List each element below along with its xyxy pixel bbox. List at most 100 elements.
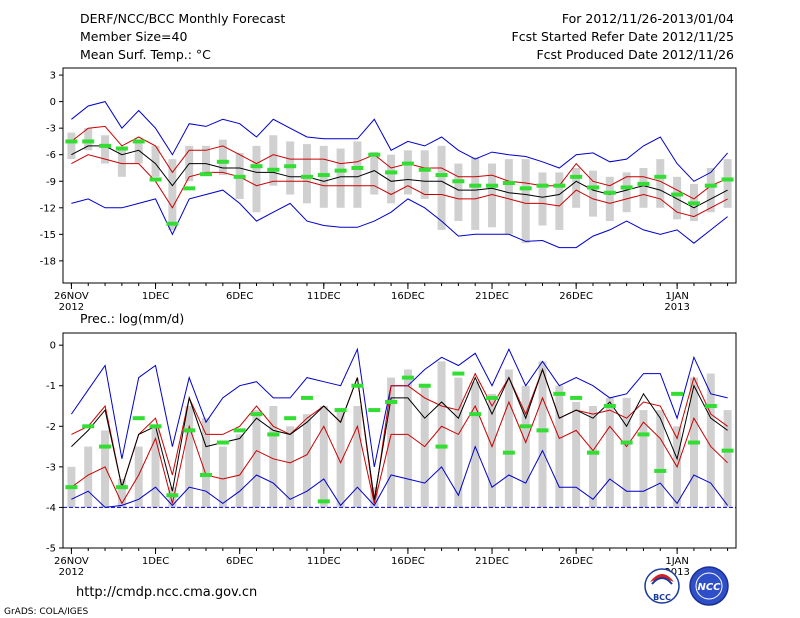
temp-xtick-label: 11DEC [307, 291, 341, 302]
prec-year-label: 2013 [664, 567, 689, 578]
temp-range-box [673, 176, 682, 220]
prec-observed-mark [452, 371, 465, 376]
prec-range-box [471, 381, 480, 508]
temp-observed-mark [603, 190, 616, 195]
temp-ytick-label: -15 [40, 230, 56, 241]
temp-observed-mark [183, 186, 196, 191]
prec-year-label: 2012 [59, 567, 84, 578]
temp-range-box [471, 157, 480, 230]
prec-range-box [252, 410, 261, 508]
temp-observed-mark [284, 164, 297, 169]
prec-observed-mark [250, 412, 263, 417]
bcc-logo: BCC [644, 568, 680, 604]
precip-chart-title: Prec.: log(mm/d) [80, 311, 184, 326]
prec-observed-mark [536, 428, 549, 433]
temp-ytick-label: -12 [40, 203, 56, 214]
prec-range-box [454, 377, 463, 508]
prec-range-box [151, 426, 160, 508]
prec-observed-mark [132, 416, 145, 421]
prec-line-lower [71, 396, 728, 505]
temp-observed-mark [216, 159, 229, 164]
temp-range-box [269, 135, 278, 186]
temp-observed-mark [570, 174, 583, 179]
prec-xtick-label: 16DEC [391, 556, 425, 567]
temp-range-box [202, 145, 211, 173]
prec-line-min [71, 445, 728, 508]
temp-observed-mark [671, 192, 684, 197]
prec-observed-mark [654, 468, 667, 473]
temp-observed-mark [418, 167, 431, 172]
temp-observed-mark [132, 139, 145, 144]
temp-observed-mark [200, 172, 213, 177]
prec-xtick-label: 1DEC [142, 556, 169, 567]
prec-range-box [538, 361, 547, 508]
temp-observed-mark [586, 185, 599, 190]
temp-range-box [67, 132, 76, 160]
prec-observed-mark [553, 391, 566, 396]
temp-range-box [101, 135, 110, 164]
prec-xtick-label: 11DEC [307, 556, 341, 567]
temp-range-box [387, 154, 396, 204]
temp-observed-mark [317, 173, 330, 178]
temp-ytick-label: 0 [50, 97, 56, 108]
prec-range-box [269, 406, 278, 508]
temp-ytick-label: -6 [46, 150, 56, 161]
prec-observed-mark [385, 399, 398, 404]
prec-range-box [521, 385, 530, 508]
prec-observed-mark [65, 485, 78, 490]
prec-observed-mark [99, 444, 112, 449]
ncc-logo: NCC [689, 566, 729, 606]
temp-range-box [538, 172, 547, 226]
temp-observed-mark [267, 167, 280, 172]
temp-range-box [151, 145, 160, 177]
temp-range-box [622, 172, 631, 213]
temp-range-box [218, 139, 227, 176]
temperature-chart: 3 0 -3 -6 -9 -12 -15 -18 26NOV 1DEC 6DEC 11DEC 16DEC… [40, 67, 737, 313]
temp-observed-mark [82, 139, 95, 144]
prec-observed-mark [200, 472, 213, 477]
temp-observed-mark [368, 152, 381, 157]
prec-observed-mark [267, 432, 280, 437]
temp-observed-mark [166, 221, 179, 226]
grads-credit: GrADS: COLA/IGES [4, 607, 88, 617]
prec-observed-mark [586, 450, 599, 455]
temp-observed-mark [637, 181, 650, 186]
prec-observed-mark [570, 395, 583, 400]
temp-observed-mark [654, 174, 667, 179]
source-url[interactable]: http://cmdp.ncc.cma.gov.cn [76, 585, 257, 600]
precipitation-observed [65, 371, 734, 504]
temp-line-min [71, 189, 728, 249]
prec-ytick-label: -4 [46, 503, 56, 514]
prec-line-mean [71, 367, 728, 500]
prec-observed-mark [469, 412, 482, 417]
temp-xtick-label: 26DEC [559, 291, 593, 302]
prec-range-box [403, 369, 412, 508]
temp-observed-mark [300, 174, 313, 179]
prec-observed-mark [300, 395, 313, 400]
prec-observed-mark [351, 383, 364, 388]
prec-range-box [639, 410, 648, 508]
temp-line-max [71, 101, 728, 182]
prec-observed-mark [637, 432, 650, 437]
temp-ytick-label: -9 [46, 177, 56, 188]
prec-range-box [656, 410, 665, 508]
prec-range-box [437, 361, 446, 508]
prec-observed-mark [620, 440, 633, 445]
member-size-label: Member Size=40 [80, 29, 187, 44]
prec-range-box [706, 373, 715, 508]
prec-range-box [134, 446, 143, 508]
prec-xtick-label: 21DEC [475, 556, 509, 567]
prec-range-box [84, 446, 93, 508]
temp-range-box [723, 159, 732, 208]
temp-range-box [706, 167, 715, 213]
prec-ytick-label: -3 [46, 462, 56, 473]
temp-observed-mark [620, 185, 633, 190]
temp-observed-mark [401, 161, 414, 166]
temp-xtick-label: 6DEC [226, 291, 253, 302]
prec-observed-mark [317, 499, 330, 504]
temp-range-box [134, 141, 143, 164]
prec-observed-mark [149, 424, 162, 429]
prec-range-box [336, 410, 345, 508]
prec-observed-mark [486, 395, 499, 400]
